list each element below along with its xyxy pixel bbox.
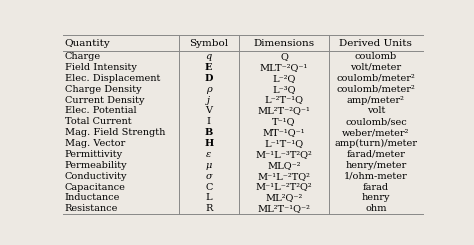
Text: Mag. Vector: Mag. Vector — [65, 139, 125, 148]
Text: volt: volt — [367, 106, 385, 115]
Text: Permeability: Permeability — [65, 161, 128, 170]
Text: Quantity: Quantity — [65, 38, 110, 48]
Text: Conductivity: Conductivity — [65, 172, 127, 181]
Text: B: B — [205, 128, 213, 137]
Text: Q: Q — [280, 52, 288, 61]
Text: coulomb/meter²: coulomb/meter² — [337, 74, 415, 83]
Text: Charge: Charge — [65, 52, 101, 61]
Text: Dimensions: Dimensions — [254, 38, 315, 48]
Text: Field Intensity: Field Intensity — [65, 63, 137, 72]
Text: R: R — [205, 204, 212, 213]
Text: MLT⁻²Q⁻¹: MLT⁻²Q⁻¹ — [260, 63, 308, 72]
Text: Elec. Displacement: Elec. Displacement — [65, 74, 160, 83]
Text: Resistance: Resistance — [65, 204, 118, 213]
Text: L⁻²Q: L⁻²Q — [273, 74, 296, 83]
Text: T⁻¹Q: T⁻¹Q — [273, 117, 296, 126]
Text: j: j — [207, 96, 210, 105]
Text: σ: σ — [205, 172, 212, 181]
Text: ε: ε — [206, 150, 211, 159]
Text: L: L — [205, 194, 212, 202]
Text: V: V — [205, 106, 212, 115]
Text: Total Current: Total Current — [65, 117, 131, 126]
Text: ML²Q⁻²: ML²Q⁻² — [265, 194, 303, 202]
Text: Elec. Potential: Elec. Potential — [65, 106, 137, 115]
Text: ρ: ρ — [206, 85, 211, 94]
Text: Derived Units: Derived Units — [339, 38, 412, 48]
Text: ML²T⁻¹Q⁻²: ML²T⁻¹Q⁻² — [258, 204, 310, 213]
Text: farad: farad — [363, 183, 389, 192]
Text: farad/meter: farad/meter — [346, 150, 405, 159]
Text: 1/ohm-meter: 1/ohm-meter — [344, 172, 408, 181]
Text: Current Density: Current Density — [65, 96, 144, 105]
Text: ML²T⁻²Q⁻¹: ML²T⁻²Q⁻¹ — [258, 106, 310, 115]
Text: Charge Density: Charge Density — [65, 85, 141, 94]
Text: H: H — [204, 139, 213, 148]
Text: L⁻¹T⁻¹Q: L⁻¹T⁻¹Q — [264, 139, 304, 148]
Text: Inductance: Inductance — [65, 194, 120, 202]
Text: weber/meter²: weber/meter² — [342, 128, 410, 137]
Text: C: C — [205, 183, 212, 192]
Text: Symbol: Symbol — [189, 38, 228, 48]
Text: L⁻²T⁻¹Q: L⁻²T⁻¹Q — [264, 96, 303, 105]
Text: q: q — [206, 52, 212, 61]
Text: MLQ⁻²: MLQ⁻² — [267, 161, 301, 170]
Text: coulomb/sec: coulomb/sec — [345, 117, 407, 126]
Text: Capacitance: Capacitance — [65, 183, 126, 192]
Text: MT⁻¹Q⁻¹: MT⁻¹Q⁻¹ — [263, 128, 305, 137]
Text: ohm: ohm — [365, 204, 387, 213]
Text: D: D — [205, 74, 213, 83]
Text: volt/meter: volt/meter — [350, 63, 401, 72]
Text: coulomb: coulomb — [355, 52, 397, 61]
Text: coulomb/meter²: coulomb/meter² — [337, 85, 415, 94]
Text: M⁻¹L⁻²TQ²: M⁻¹L⁻²TQ² — [258, 172, 310, 181]
Text: μ: μ — [206, 161, 212, 170]
Text: henry: henry — [362, 194, 390, 202]
Text: M⁻¹L⁻³T²Q²: M⁻¹L⁻³T²Q² — [255, 150, 312, 159]
Text: amp/meter²: amp/meter² — [347, 96, 405, 105]
Text: E: E — [205, 63, 212, 72]
Text: L⁻³Q: L⁻³Q — [273, 85, 296, 94]
Text: amp(turn)/meter: amp(turn)/meter — [334, 139, 418, 148]
Text: M⁻¹L⁻²T²Q²: M⁻¹L⁻²T²Q² — [256, 183, 312, 192]
Text: Permittivity: Permittivity — [65, 150, 123, 159]
Text: Mag. Field Strength: Mag. Field Strength — [65, 128, 165, 137]
Text: I: I — [207, 117, 211, 126]
Text: henry/meter: henry/meter — [345, 161, 407, 170]
